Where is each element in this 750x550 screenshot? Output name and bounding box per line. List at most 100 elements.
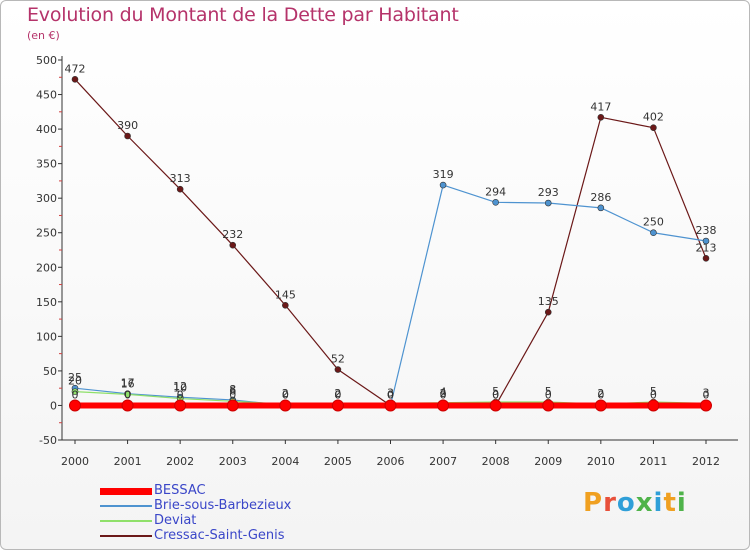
logo-letter: P (583, 488, 604, 518)
y-tick-label: 400 (36, 123, 57, 136)
data-label-brie-sous-barbezieux: 0 (334, 388, 341, 401)
data-point-bessac (121, 399, 134, 412)
data-label-bessac: 0 (124, 388, 131, 401)
y-tick-label: 250 (36, 227, 57, 240)
data-label-deviat: 4 (440, 386, 447, 399)
data-point-cressac-saint-genis (650, 124, 657, 132)
data-point-brie-sous-barbezieux (597, 204, 605, 212)
data-label-deviat: 2 (597, 387, 604, 400)
data-point-cressac-saint-genis (124, 132, 131, 140)
data-label-cressac-saint-genis: 472 (65, 62, 86, 75)
x-tick-label: 2002 (166, 455, 194, 468)
data-label-brie-sous-barbezieux: 0 (282, 388, 289, 401)
data-label-brie-sous-barbezieux: 17 (121, 377, 135, 390)
x-tick-label: 2012 (692, 455, 720, 468)
data-point-brie-sous-barbezieux (544, 199, 552, 207)
data-point-bessac (647, 399, 660, 412)
data-label-cressac-saint-genis: 2 (440, 387, 447, 400)
x-tick-label: 2005 (324, 455, 352, 468)
data-label-brie-sous-barbezieux: 25 (68, 371, 82, 384)
data-label-cressac-saint-genis: 145 (275, 288, 296, 301)
data-label-bessac: 0 (650, 388, 657, 401)
data-point-deviat (71, 388, 79, 395)
data-point-brie-sous-barbezieux (492, 199, 499, 206)
data-point-cressac-saint-genis (702, 254, 710, 262)
chart-series (69, 76, 712, 412)
proxiti-logo: Proxiti (583, 488, 687, 518)
y-tick-label: 450 (36, 89, 57, 102)
y-tick-label: 100 (36, 330, 57, 343)
chart-unit-label: (en €) (27, 29, 60, 42)
data-label-cressac-saint-genis: 390 (117, 119, 138, 132)
data-point-bessac (437, 399, 450, 412)
legend-label-brie-sous-barbezieux: Brie-sous-Barbezieux (154, 498, 292, 513)
y-tick-label: 500 (36, 54, 57, 67)
data-point-cressac-saint-genis (544, 308, 552, 316)
data-label-deviat: 2 (282, 387, 289, 400)
legend-swatch-brie-sous-barbezieux (100, 505, 152, 507)
data-label-bessac: 0 (597, 388, 604, 401)
data-label-deviat: 2 (334, 387, 341, 400)
chart-title: Evolution du Montant de la Dette par Hab… (27, 4, 459, 26)
series-line-cressac-saint-genis (74, 78, 707, 407)
data-point-bessac (226, 399, 239, 412)
data-label-deviat: 20 (68, 375, 82, 388)
y-tick-label: 50 (43, 365, 57, 378)
x-tick-label: 2008 (482, 455, 510, 468)
data-point-cressac-saint-genis (282, 301, 289, 309)
data-point-bessac (331, 399, 344, 412)
y-tick-label: 350 (36, 158, 57, 171)
data-label-bessac: 0 (229, 388, 236, 401)
data-label-deviat: 5 (545, 385, 552, 398)
x-tick-label: 2004 (271, 455, 299, 468)
data-label-brie-sous-barbezieux: 238 (696, 224, 717, 237)
logo-letter: t (663, 488, 677, 518)
data-point-brie-sous-barbezieux (702, 237, 710, 245)
data-point-bessac (700, 399, 712, 412)
x-tick-label: 2000 (61, 455, 89, 468)
data-label-brie-sous-barbezieux: 0 (387, 388, 394, 401)
data-point-bessac (594, 399, 607, 412)
legend-swatch-bessac (100, 488, 152, 495)
data-label-cressac-saint-genis: 232 (222, 228, 243, 241)
logo-letter: x (635, 488, 654, 518)
data-label-brie-sous-barbezieux: 319 (433, 168, 454, 181)
data-label-deviat: 3 (387, 386, 394, 399)
data-point-cressac-saint-genis (597, 114, 605, 121)
x-tick-label: 2006 (377, 455, 405, 468)
data-label-deviat: 16 (121, 377, 135, 390)
data-point-bessac (279, 399, 292, 412)
data-label-cressac-saint-genis: 402 (643, 111, 664, 124)
data-label-brie-sous-barbezieux: 12 (173, 380, 187, 393)
data-label-deviat: 5 (492, 385, 499, 398)
data-point-bessac (489, 399, 502, 412)
data-point-brie-sous-barbezieux (439, 181, 447, 189)
data-label-cressac-saint-genis: 0 (387, 388, 394, 401)
y-tick-label: 300 (36, 192, 57, 205)
x-tick-label: 2001 (114, 455, 142, 468)
data-label-brie-sous-barbezieux: 286 (590, 191, 611, 204)
data-label-cressac-saint-genis: 213 (696, 241, 717, 254)
data-point-cressac-saint-genis (176, 185, 184, 193)
data-point-deviat (124, 391, 131, 398)
data-label-cressac-saint-genis: 52 (331, 353, 345, 366)
legend-label-bessac: BESSAC (154, 483, 206, 498)
data-label-bessac: 0 (387, 388, 394, 401)
data-label-cressac-saint-genis: 135 (538, 295, 559, 308)
data-label-bessac: 0 (492, 388, 499, 401)
y-tick-label: 150 (36, 296, 57, 309)
x-tick-label: 2003 (219, 455, 247, 468)
data-label-brie-sous-barbezieux: 293 (538, 186, 559, 199)
data-label-cressac-saint-genis: 313 (170, 172, 191, 185)
x-tick-label: 2007 (429, 455, 457, 468)
data-label-bessac: 0 (334, 388, 341, 401)
data-label-bessac: 0 (440, 388, 447, 401)
legend-swatch-cressac-saint-genis (100, 535, 152, 537)
series-line-brie-sous-barbezieux (74, 184, 707, 407)
data-label-bessac: 0 (282, 388, 289, 401)
data-label-deviat: 3 (703, 386, 710, 399)
data-label-bessac: 0 (545, 388, 552, 401)
